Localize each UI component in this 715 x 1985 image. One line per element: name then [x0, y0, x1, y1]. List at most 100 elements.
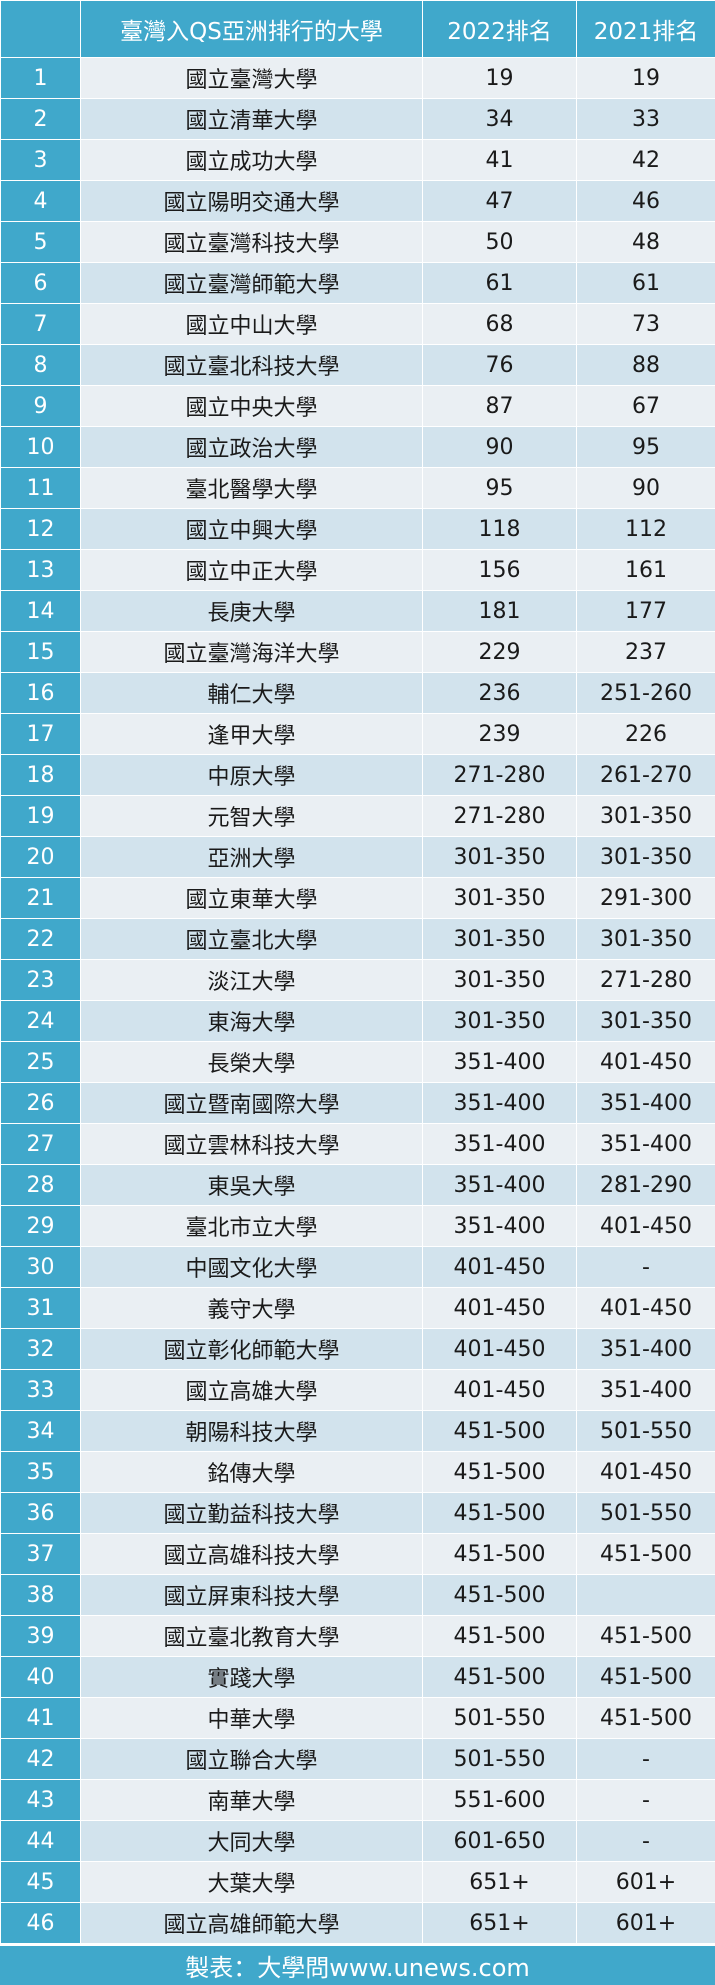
university-name: 國立臺北大學: [80, 918, 423, 960]
university-name: 國立政治大學: [80, 426, 423, 468]
university-name: 國立臺北教育大學: [80, 1615, 423, 1657]
table-row: 34 朝陽科技大學 451-500 501-550: [0, 1410, 715, 1452]
row-number: 34: [0, 1410, 81, 1452]
table-row: 28 東吳大學 351-400 281-290: [0, 1164, 715, 1206]
rank-2021: 251-260: [576, 672, 715, 714]
rank-2021: -: [576, 1779, 715, 1821]
rank-2022: 41: [422, 139, 577, 181]
row-number: 39: [0, 1615, 81, 1657]
row-number: 21: [0, 877, 81, 919]
row-number: 32: [0, 1328, 81, 1370]
row-number: 20: [0, 836, 81, 878]
rank-2021: 90: [576, 467, 715, 509]
university-name: 臺北市立大學: [80, 1205, 423, 1247]
university-name: 中國文化大學: [80, 1246, 423, 1288]
table-row: 17 逢甲大學 239 226: [0, 713, 715, 755]
rank-2022: 451-500: [422, 1451, 577, 1493]
rank-2022: 351-400: [422, 1205, 577, 1247]
table-row: 36 國立勤益科技大學 451-500 501-550: [0, 1492, 715, 1534]
row-number: 28: [0, 1164, 81, 1206]
ranking-table: 臺灣入QS亞洲排行的大學 2022排名 2021排名 1 國立臺灣大學 19 19 2 國…: [0, 0, 715, 1944]
row-number: 31: [0, 1287, 81, 1329]
table-row: 13 國立中正大學 156 161: [0, 549, 715, 591]
rank-2021: 401-450: [576, 1287, 715, 1329]
rank-2021: 88: [576, 344, 715, 386]
university-name: 國立雲林科技大學: [80, 1123, 423, 1165]
rank-2021: 451-500: [576, 1533, 715, 1575]
rank-2022: 451-500: [422, 1574, 577, 1616]
university-name: 輔仁大學: [80, 672, 423, 714]
rank-2021: 67: [576, 385, 715, 427]
rank-2021: 501-550: [576, 1410, 715, 1452]
rank-2021: 451-500: [576, 1615, 715, 1657]
rank-2022: 451-500: [422, 1656, 577, 1698]
rank-2022: 156: [422, 549, 577, 591]
table-row: 11 臺北醫學大學 95 90: [0, 467, 715, 509]
row-number: 44: [0, 1820, 81, 1862]
rank-2021: 19: [576, 57, 715, 99]
university-name: 南華大學: [80, 1779, 423, 1821]
row-number: 45: [0, 1861, 81, 1903]
row-number: 23: [0, 959, 81, 1001]
rank-2021: 237: [576, 631, 715, 673]
rank-2022: 19: [422, 57, 577, 99]
rank-2022: 61: [422, 262, 577, 304]
row-number: 19: [0, 795, 81, 837]
rank-2021: 301-350: [576, 836, 715, 878]
university-name: 國立東華大學: [80, 877, 423, 919]
university-name: 國立中興大學: [80, 508, 423, 550]
row-number: 10: [0, 426, 81, 468]
table-row: 3 國立成功大學 41 42: [0, 139, 715, 181]
rank-2021: 112: [576, 508, 715, 550]
rank-2021: 73: [576, 303, 715, 345]
rank-2021: -: [576, 1738, 715, 1780]
university-name: 國立中山大學: [80, 303, 423, 345]
university-name: 亞洲大學: [80, 836, 423, 878]
rank-2021: 261-270: [576, 754, 715, 796]
row-number: 38: [0, 1574, 81, 1616]
row-number: 37: [0, 1533, 81, 1575]
table-row: 21 國立東華大學 301-350 291-300: [0, 877, 715, 919]
row-number: 33: [0, 1369, 81, 1411]
rank-2021: 177: [576, 590, 715, 632]
rank-2021: 226: [576, 713, 715, 755]
table-row: 16 輔仁大學 236 251-260: [0, 672, 715, 714]
header-rank-2021: 2021排名: [576, 0, 715, 58]
table-row: 4 國立陽明交通大學 47 46: [0, 180, 715, 222]
rank-2021: 42: [576, 139, 715, 181]
table-row: 46 國立高雄師範大學 651+ 601+: [0, 1902, 715, 1944]
table-row: 15 國立臺灣海洋大學 229 237: [0, 631, 715, 673]
rank-2022: 451-500: [422, 1410, 577, 1452]
rank-2021: 61: [576, 262, 715, 304]
university-name: 國立中正大學: [80, 549, 423, 591]
rank-2022: 271-280: [422, 795, 577, 837]
table-row: 43 南華大學 551-600-: [0, 1779, 715, 1821]
row-number: 7: [0, 303, 81, 345]
row-number: 2: [0, 98, 81, 140]
rank-2022: 239: [422, 713, 577, 755]
row-number: 25: [0, 1041, 81, 1083]
footer-credit: 製表：大學問www.unews.com: [0, 1946, 715, 1985]
university-name: 大葉大學: [80, 1861, 423, 1903]
row-number: 14: [0, 590, 81, 632]
table-row: 20 亞洲大學 301-350 301-350: [0, 836, 715, 878]
rank-2021: 48: [576, 221, 715, 263]
row-number: 35: [0, 1451, 81, 1493]
rank-2021: 301-350: [576, 1000, 715, 1042]
table-row: 14 長庚大學 181 177: [0, 590, 715, 632]
rank-2022: 301-350: [422, 1000, 577, 1042]
university-name: 國立勤益科技大學: [80, 1492, 423, 1534]
table-row: 33 國立高雄大學 401-450 351-400: [0, 1369, 715, 1411]
rank-2021: 401-450: [576, 1451, 715, 1493]
table-row: 44 大同大學 601-650-: [0, 1820, 715, 1862]
rank-2021: 281-290: [576, 1164, 715, 1206]
rank-2022: 118: [422, 508, 577, 550]
rank-2021: -: [576, 1820, 715, 1862]
rank-2022: 236: [422, 672, 577, 714]
table-row: 32 國立彰化師範大學 401-450 351-400: [0, 1328, 715, 1370]
row-number: 16: [0, 672, 81, 714]
table-row: 29 臺北市立大學 351-400 401-450: [0, 1205, 715, 1247]
university-name: 臺北醫學大學: [80, 467, 423, 509]
rank-2021: 291-300: [576, 877, 715, 919]
